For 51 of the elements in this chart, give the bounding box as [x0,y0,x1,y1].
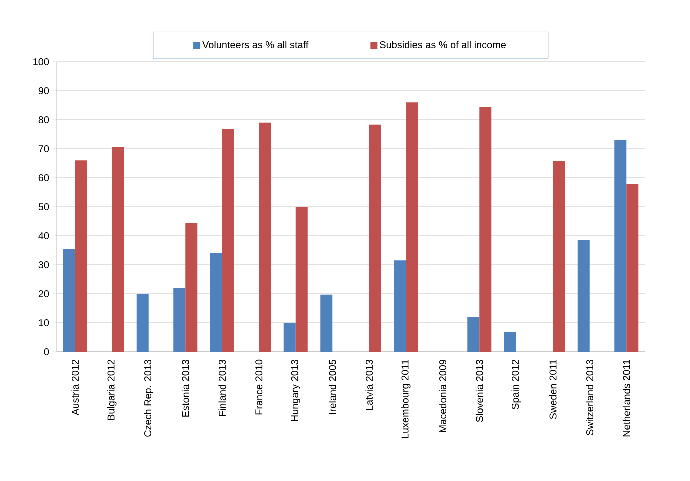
x-tick-label: Estonia 2013 [182,360,190,417]
x-tick-label: Luxembourg 2011 [401,360,411,438]
x-tick-label: Finland 2013 [218,360,226,416]
bar [369,124,382,352]
bar [406,102,418,352]
x-tick-label: Macedonia 2009 [439,360,447,432]
x-tick-label: Slovenia 2013 [476,360,484,422]
bar [553,161,566,352]
y-tick-label: 80 [38,116,50,124]
y-tick-label: 90 [38,87,50,95]
y-tick-label: 60 [38,174,50,182]
bar [136,294,149,352]
bar [63,249,76,352]
x-tick-label: Switzerland 2013 [586,360,594,436]
bar [259,122,272,352]
bar [504,332,516,352]
x-tick-label: Spain 2012 [512,360,522,410]
x-tick-label: Austria 2012 [72,360,80,416]
y-tick-label: 50 [38,203,50,211]
x-tick-label: Bulgaria 2012 [107,360,117,420]
bar [578,240,590,352]
y-tick-label: 0 [44,348,50,356]
bar [394,260,406,352]
bar [480,108,492,352]
bar [75,160,88,352]
y-tick-label: 10 [39,319,50,327]
y-tick-label: 100 [34,58,50,66]
x-tick-label: France 2010 [256,360,263,415]
bar [174,288,186,352]
bar [210,253,222,352]
y-tick-label: 70 [38,145,50,153]
bar [626,184,639,352]
legend-label: Subsidies as % of all income [380,41,506,49]
x-tick-label: Netherlands 2011 [622,360,630,437]
y-tick-label: 20 [38,290,50,298]
y-tick-label: 40 [38,232,50,240]
bar [614,140,627,352]
bar [284,323,296,352]
y-tick-label: 30 [38,261,50,269]
legend-label: Volunteers as % all staff [202,41,309,49]
bar [222,129,234,352]
bar [112,146,124,352]
x-tick-label: Hungary 2013 [291,360,300,422]
x-tick-label: Sweden 2011 [549,360,557,420]
x-tick-label: Latvia 2013 [366,360,374,410]
bar [296,207,308,352]
x-tick-label: Ireland 2005 [328,360,336,414]
bar [186,222,198,352]
bar [468,317,480,352]
bar [320,294,333,352]
x-tick-label: Czech Rep. 2013 [144,360,154,437]
